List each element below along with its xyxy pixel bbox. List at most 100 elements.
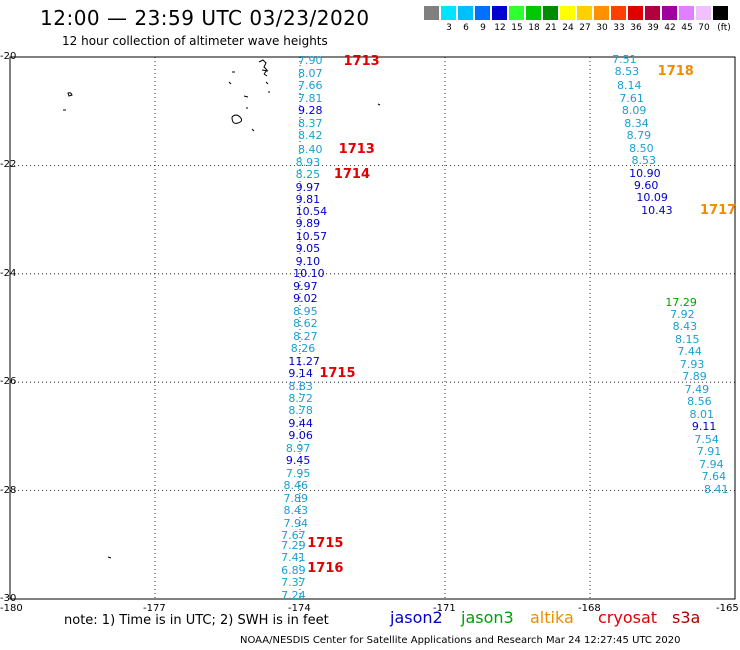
wave-height-value: 9.44 xyxy=(288,416,313,430)
color-scale-swatch xyxy=(424,6,440,20)
color-scale-label: 70 xyxy=(698,23,710,33)
color-scale-swatch xyxy=(475,6,491,20)
wave-height-value: 7.37 xyxy=(281,576,306,590)
latitude-label: -26 xyxy=(0,376,17,388)
wave-height-value: 8.41 xyxy=(704,482,729,496)
wave-height-value: 7.24 xyxy=(281,588,306,602)
map-frame xyxy=(9,56,736,600)
wave-height-value: 8.40 xyxy=(298,143,323,157)
wave-height-value: 9.60 xyxy=(633,178,659,192)
wave-height-value: 7.41 xyxy=(281,551,306,565)
wave-height-value: 8.43 xyxy=(672,320,698,334)
latitude-label: -28 xyxy=(0,484,17,496)
wave-height-value: 7.64 xyxy=(701,470,727,484)
wave-height-value: 7.66 xyxy=(298,79,323,93)
wave-height-value: 8.01 xyxy=(689,407,715,421)
wave-height-value: 7.51 xyxy=(612,52,637,66)
wave-height-value: 10.10 xyxy=(293,267,325,281)
wave-height-value: 9.28 xyxy=(298,104,323,118)
color-scale-swatch xyxy=(696,6,712,20)
wave-height-value: 10.54 xyxy=(295,205,328,218)
longitude-label: -168 xyxy=(578,603,601,614)
wave-height-value: 8.83 xyxy=(288,379,313,393)
wave-height-value: 9.14 xyxy=(288,367,313,381)
wave-height-value: 7.61 xyxy=(619,91,644,105)
wave-height-value: 9.06 xyxy=(288,429,313,443)
wave-height-value: 8.79 xyxy=(626,129,652,143)
map-subtitle: 12 hour collection of altimeter wave hei… xyxy=(62,34,328,48)
longitude-label: -177 xyxy=(143,603,166,614)
wave-height-value: 11.27 xyxy=(288,354,320,368)
wave-height-value: 9.89 xyxy=(295,217,321,231)
map-graticule xyxy=(10,57,735,599)
color-scale-label: 6 xyxy=(463,23,469,33)
color-scale-label: 9 xyxy=(480,23,486,33)
wave-height-value: 8.53 xyxy=(631,154,657,168)
color-scale-swatch xyxy=(577,6,593,20)
wave-height-value: 9.97 xyxy=(295,180,321,194)
wave-height-value: 10.43 xyxy=(641,203,673,217)
wave-height-value: 8.25 xyxy=(295,168,321,182)
wave-height-value: 7.90 xyxy=(298,54,323,68)
wave-height-value: 8.50 xyxy=(629,141,654,155)
wave-height-value: 7.54 xyxy=(694,432,719,446)
wave-height-value: 9.97 xyxy=(293,279,318,293)
latitude-label: -24 xyxy=(0,267,17,279)
color-scale-label: 21 xyxy=(545,23,557,33)
coastline xyxy=(63,59,381,559)
map-title: 12:00 — 23:59 UTC 03/23/2020 xyxy=(40,6,370,30)
wave-height-value: 10.57 xyxy=(295,229,328,243)
wave-height-value: 6.89 xyxy=(281,563,306,577)
color-scale-swatch xyxy=(458,6,474,20)
color-scale-label: 36 xyxy=(630,23,642,33)
color-scale-unit: (ft) xyxy=(717,23,731,33)
pass-time-label: 1713 xyxy=(338,142,375,158)
color-scale-label: 12 xyxy=(494,23,506,33)
wave-height-value: 8.56 xyxy=(687,395,712,409)
color-scale-swatch xyxy=(441,6,457,20)
wave-height-value: 7.89 xyxy=(682,370,707,384)
pass-time-label: 1714 xyxy=(333,167,371,183)
pass-time-label: 1718 xyxy=(657,64,694,80)
longitude-label: -171 xyxy=(433,603,456,614)
color-scale-label: 45 xyxy=(681,23,693,33)
color-scale-swatch xyxy=(526,6,542,20)
wave-height-value: 7.93 xyxy=(679,357,705,371)
wave-height-value: 8.42 xyxy=(298,129,323,143)
wave-height-value: 9.45 xyxy=(285,454,311,468)
footer-note: note: 1) Time is in UTC; 2) SWH is in fe… xyxy=(64,613,329,628)
color-scale-swatch xyxy=(628,6,644,20)
wave-height-value: 8.72 xyxy=(288,392,313,405)
color-scale-label: 15 xyxy=(511,23,523,33)
color-scale-label: 3 xyxy=(446,23,452,33)
latitude-label: -30 xyxy=(0,593,17,604)
pass-time-label: 1717 xyxy=(700,202,737,218)
latitude-label: -20 xyxy=(0,51,17,62)
color-scale-label: 39 xyxy=(647,23,659,33)
wave-height-value: 7.92 xyxy=(670,307,695,321)
credit-line: NOAA/NESDIS Center for Satellite Applica… xyxy=(240,635,681,646)
wave-height-value: 7.95 xyxy=(285,466,311,480)
wave-height-value: 10.09 xyxy=(636,191,668,205)
pass-time-label: 1713 xyxy=(343,54,380,70)
color-scale-label: 18 xyxy=(528,23,540,33)
wave-height-value: 8.53 xyxy=(614,65,640,79)
color-scale-label: 27 xyxy=(579,23,591,33)
wave-height-value: 9.11 xyxy=(691,420,717,434)
color-scale-swatch xyxy=(594,6,610,20)
wave-height-value: 7.44 xyxy=(677,345,702,359)
wave-height-value: 7.94 xyxy=(283,516,309,530)
wave-height-value: 7.67 xyxy=(281,529,306,543)
wave-height-value: 7.94 xyxy=(699,457,724,471)
wave-height-value: 8.07 xyxy=(298,66,323,80)
wave-height-value: 9.10 xyxy=(295,254,321,268)
wave-height-value: 9.81 xyxy=(295,193,321,207)
wave-height-value: 8.46 xyxy=(283,479,309,493)
wave-height-value: 8.15 xyxy=(675,332,700,346)
longitude-label: -174 xyxy=(288,603,311,614)
longitude-label: -180 xyxy=(0,603,23,614)
wave-height-value: 8.43 xyxy=(283,504,309,518)
color-scale-swatch xyxy=(645,6,661,20)
pass-time-label: 1715 xyxy=(319,366,356,382)
